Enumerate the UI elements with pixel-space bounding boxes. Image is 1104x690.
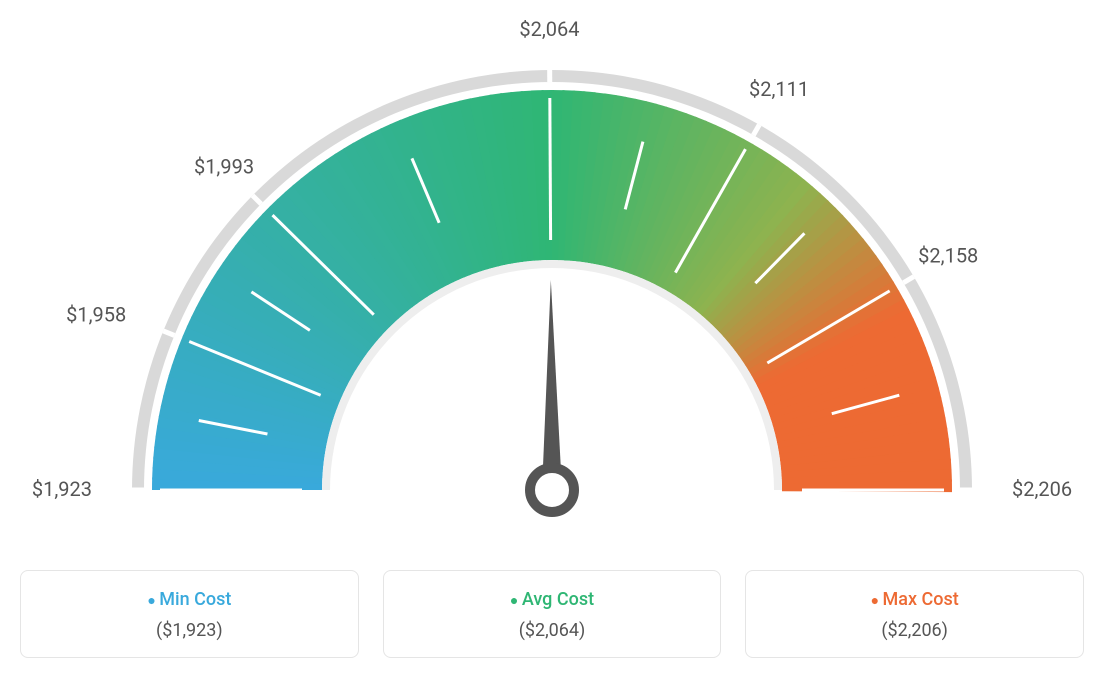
gauge-needle-base (530, 468, 574, 512)
legend-card-min: Min Cost ($1,923) (20, 570, 359, 658)
legend-card-avg: Avg Cost ($2,064) (383, 570, 722, 658)
legend-avg-label: Avg Cost (404, 589, 701, 610)
cost-gauge-chart: $1,923 $1,958 $1,993 $2,064 $2,111 $2,158 $2,2… (20, 20, 1084, 658)
legend-min-value: ($1,923) (41, 620, 338, 641)
gauge-tick-label: $1,958 (66, 303, 126, 327)
gauge-svg: $1,923 $1,958 $1,993 $2,064 $2,111 $2,158 $2,2… (20, 20, 1084, 540)
gauge-tick-label: $2,158 (918, 243, 978, 267)
legend-max-label: Max Cost (766, 589, 1063, 610)
gauge-tick-label: $2,206 (1012, 477, 1072, 501)
legend-row: Min Cost ($1,923) Avg Cost ($2,064) Max … (20, 570, 1084, 658)
gauge-tick-label: $1,923 (32, 477, 92, 501)
gauge-needle (542, 280, 562, 490)
legend-max-value: ($2,206) (766, 620, 1063, 641)
gauge-svg-container: $1,923 $1,958 $1,993 $2,064 $2,111 $2,158 $2,2… (20, 20, 1084, 540)
legend-min-label: Min Cost (41, 589, 338, 610)
legend-avg-value: ($2,064) (404, 620, 701, 641)
gauge-tick-label: $1,993 (194, 154, 254, 178)
gauge-tick-label: $2,064 (519, 20, 579, 41)
gauge-tick-label: $2,111 (749, 77, 809, 101)
legend-card-max: Max Cost ($2,206) (745, 570, 1084, 658)
